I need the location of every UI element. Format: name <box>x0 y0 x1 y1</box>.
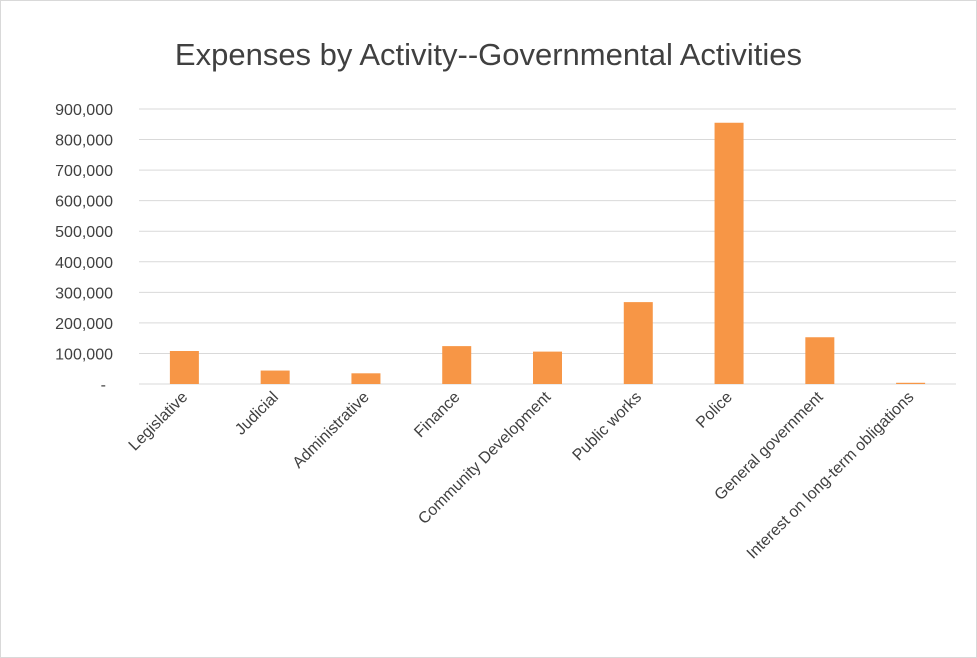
x-category-label: Judicial <box>232 389 282 439</box>
bar <box>261 371 290 384</box>
y-tick-label: 700,000 <box>55 163 113 180</box>
y-tick-label: - <box>101 377 106 394</box>
y-tick-label: 500,000 <box>55 224 113 241</box>
bar <box>442 346 471 384</box>
y-tick-label: 600,000 <box>55 194 113 211</box>
y-tick-label: 200,000 <box>55 316 113 333</box>
bar <box>805 337 834 384</box>
y-tick-label: 300,000 <box>55 285 113 302</box>
y-axis-tick-labels: - 100,000 200,000 300,000 400,000 500,000 600,… <box>55 102 113 394</box>
x-category-label: Interest on long-term obligations <box>744 389 918 563</box>
x-category-label: Public works <box>570 389 646 465</box>
bar <box>624 302 653 384</box>
bar <box>715 123 744 384</box>
y-tick-label: 400,000 <box>55 255 113 272</box>
bar <box>170 351 199 384</box>
x-category-label: Administrative <box>290 389 373 472</box>
y-tick-label: 900,000 <box>55 102 113 119</box>
x-axis-category-labels: Legislative Judicial Administrative Finance… <box>126 388 918 562</box>
y-tick-label: 800,000 <box>55 133 113 150</box>
x-category-label: Police <box>693 389 736 432</box>
y-tick-label: 100,000 <box>55 346 113 363</box>
bars <box>170 123 925 384</box>
x-category-label: Legislative <box>126 389 192 455</box>
bar <box>351 373 380 384</box>
bar <box>896 383 925 384</box>
x-category-label: Finance <box>411 389 463 441</box>
bar <box>533 352 562 384</box>
